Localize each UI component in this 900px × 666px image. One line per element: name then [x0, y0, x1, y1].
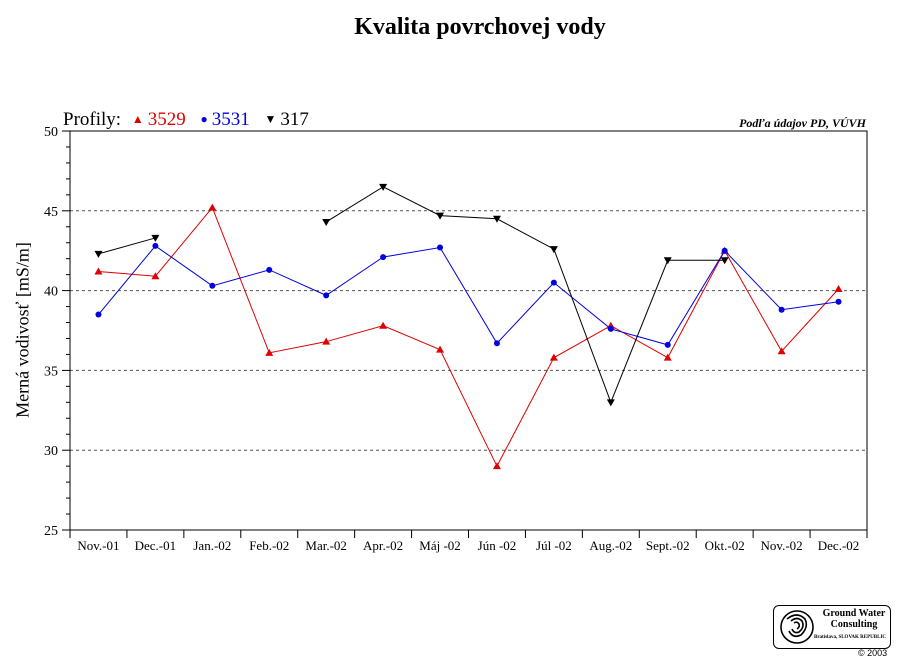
- x-tick-label: Mar.-02: [305, 538, 347, 553]
- data-point: [663, 257, 672, 265]
- logo-spiral-icon: [780, 610, 814, 644]
- x-tick-label: Jún -02: [478, 538, 517, 553]
- logo-place: Bratislava, SLOVAK REPUBLIC: [814, 635, 887, 640]
- x-tick-label: Nov.-02: [761, 538, 803, 553]
- x-tick-label: Dec.-02: [818, 538, 860, 553]
- legend-marker-circle-icon: ●: [200, 112, 208, 126]
- data-point: [492, 462, 501, 470]
- data-point: [265, 348, 274, 356]
- data-point: [151, 272, 160, 280]
- data-point: [493, 340, 500, 347]
- data-point: [322, 218, 331, 226]
- company-logo: Ground Water Consulting Bratislava, SLOV…: [773, 605, 891, 649]
- y-tick-label: 40: [44, 285, 58, 300]
- series-line: [98, 206, 839, 468]
- legend-label-series-1: 3529: [147, 109, 186, 130]
- data-point: [322, 337, 331, 345]
- data-point: [549, 353, 558, 361]
- data-point: [492, 215, 501, 223]
- data-point: [323, 292, 330, 299]
- data-point: [380, 254, 387, 261]
- legend-marker-triangle-up-icon: ▲: [131, 112, 144, 126]
- series-3529: [94, 203, 843, 470]
- legend-marker-triangle-down-icon: ▼: [264, 112, 277, 126]
- series-line: [325, 186, 725, 404]
- data-point: [834, 285, 843, 293]
- data-point: [266, 266, 273, 273]
- data-point: [607, 325, 614, 332]
- x-tick-label: Sept.-02: [646, 538, 690, 553]
- data-point: [209, 282, 216, 289]
- data-point: [94, 267, 103, 275]
- series-line: [98, 245, 839, 346]
- chart-title: Kvalita povrchovej vody: [354, 14, 606, 40]
- legend: Profily: ▲ 3529 ● 3531 ▼ 317: [63, 109, 313, 131]
- data-point: [208, 203, 217, 211]
- data-point: [550, 279, 557, 286]
- x-tick-label: Dec.-01: [135, 538, 177, 553]
- data-point: [663, 353, 672, 361]
- data-point: [437, 244, 444, 251]
- data-point: [664, 341, 671, 348]
- data-point: [606, 399, 615, 407]
- series-3531: [95, 242, 842, 348]
- x-tick-label: Apr.-02: [363, 538, 403, 553]
- data-point: [549, 246, 558, 254]
- data-point: [379, 183, 388, 191]
- data-point: [721, 247, 728, 254]
- x-tick-label: Máj -02: [419, 538, 461, 553]
- grid-layer: [70, 210, 867, 451]
- data-point: [151, 234, 160, 242]
- axis-layer: 25 30 35 40 45 50 Nov.-01 Dec.-01 Jan.-02 Feb.-02…: [44, 125, 868, 553]
- x-tick-label: Nov.-01: [77, 538, 119, 553]
- legend-label-series-3: 317: [280, 109, 309, 130]
- legend-label-series-2: 3531: [211, 109, 250, 130]
- logo-name: Ground Water Consulting: [820, 608, 888, 630]
- y-tick-label: 30: [44, 444, 58, 459]
- y-tick-label: 25: [44, 524, 58, 539]
- data-point: [152, 242, 159, 249]
- x-tick-label: Aug.-02: [589, 538, 632, 553]
- data-point: [835, 298, 842, 305]
- logo-name-line2: Consulting: [830, 619, 878, 630]
- x-tick-label: Okt.-02: [705, 538, 745, 553]
- data-point: [95, 311, 102, 318]
- y-tick-label: 35: [44, 364, 58, 379]
- data-point: [94, 250, 103, 258]
- y-tick-label: 50: [44, 125, 58, 140]
- logo-name-line1: Ground Water: [822, 608, 886, 619]
- data-point: [778, 306, 785, 313]
- x-tick-label: Jan.-02: [193, 538, 231, 553]
- source-note: Podľa údajov PD, VÚVH: [739, 116, 866, 130]
- data-point: [777, 347, 786, 355]
- data-point: [379, 321, 388, 329]
- data-point: [436, 212, 445, 220]
- y-tick-label: 45: [44, 205, 58, 220]
- data-point: [436, 345, 445, 353]
- plot-frame: [69, 130, 868, 531]
- data-point: [720, 257, 729, 265]
- legend-title: Profily:: [63, 109, 122, 130]
- series-line: [98, 237, 156, 255]
- series-layer: [94, 183, 843, 470]
- x-tick-label: Júl -02: [536, 538, 572, 553]
- copyright: © 2003: [858, 648, 888, 658]
- x-tick-label: Feb.-02: [249, 538, 289, 553]
- series-317: [94, 183, 729, 407]
